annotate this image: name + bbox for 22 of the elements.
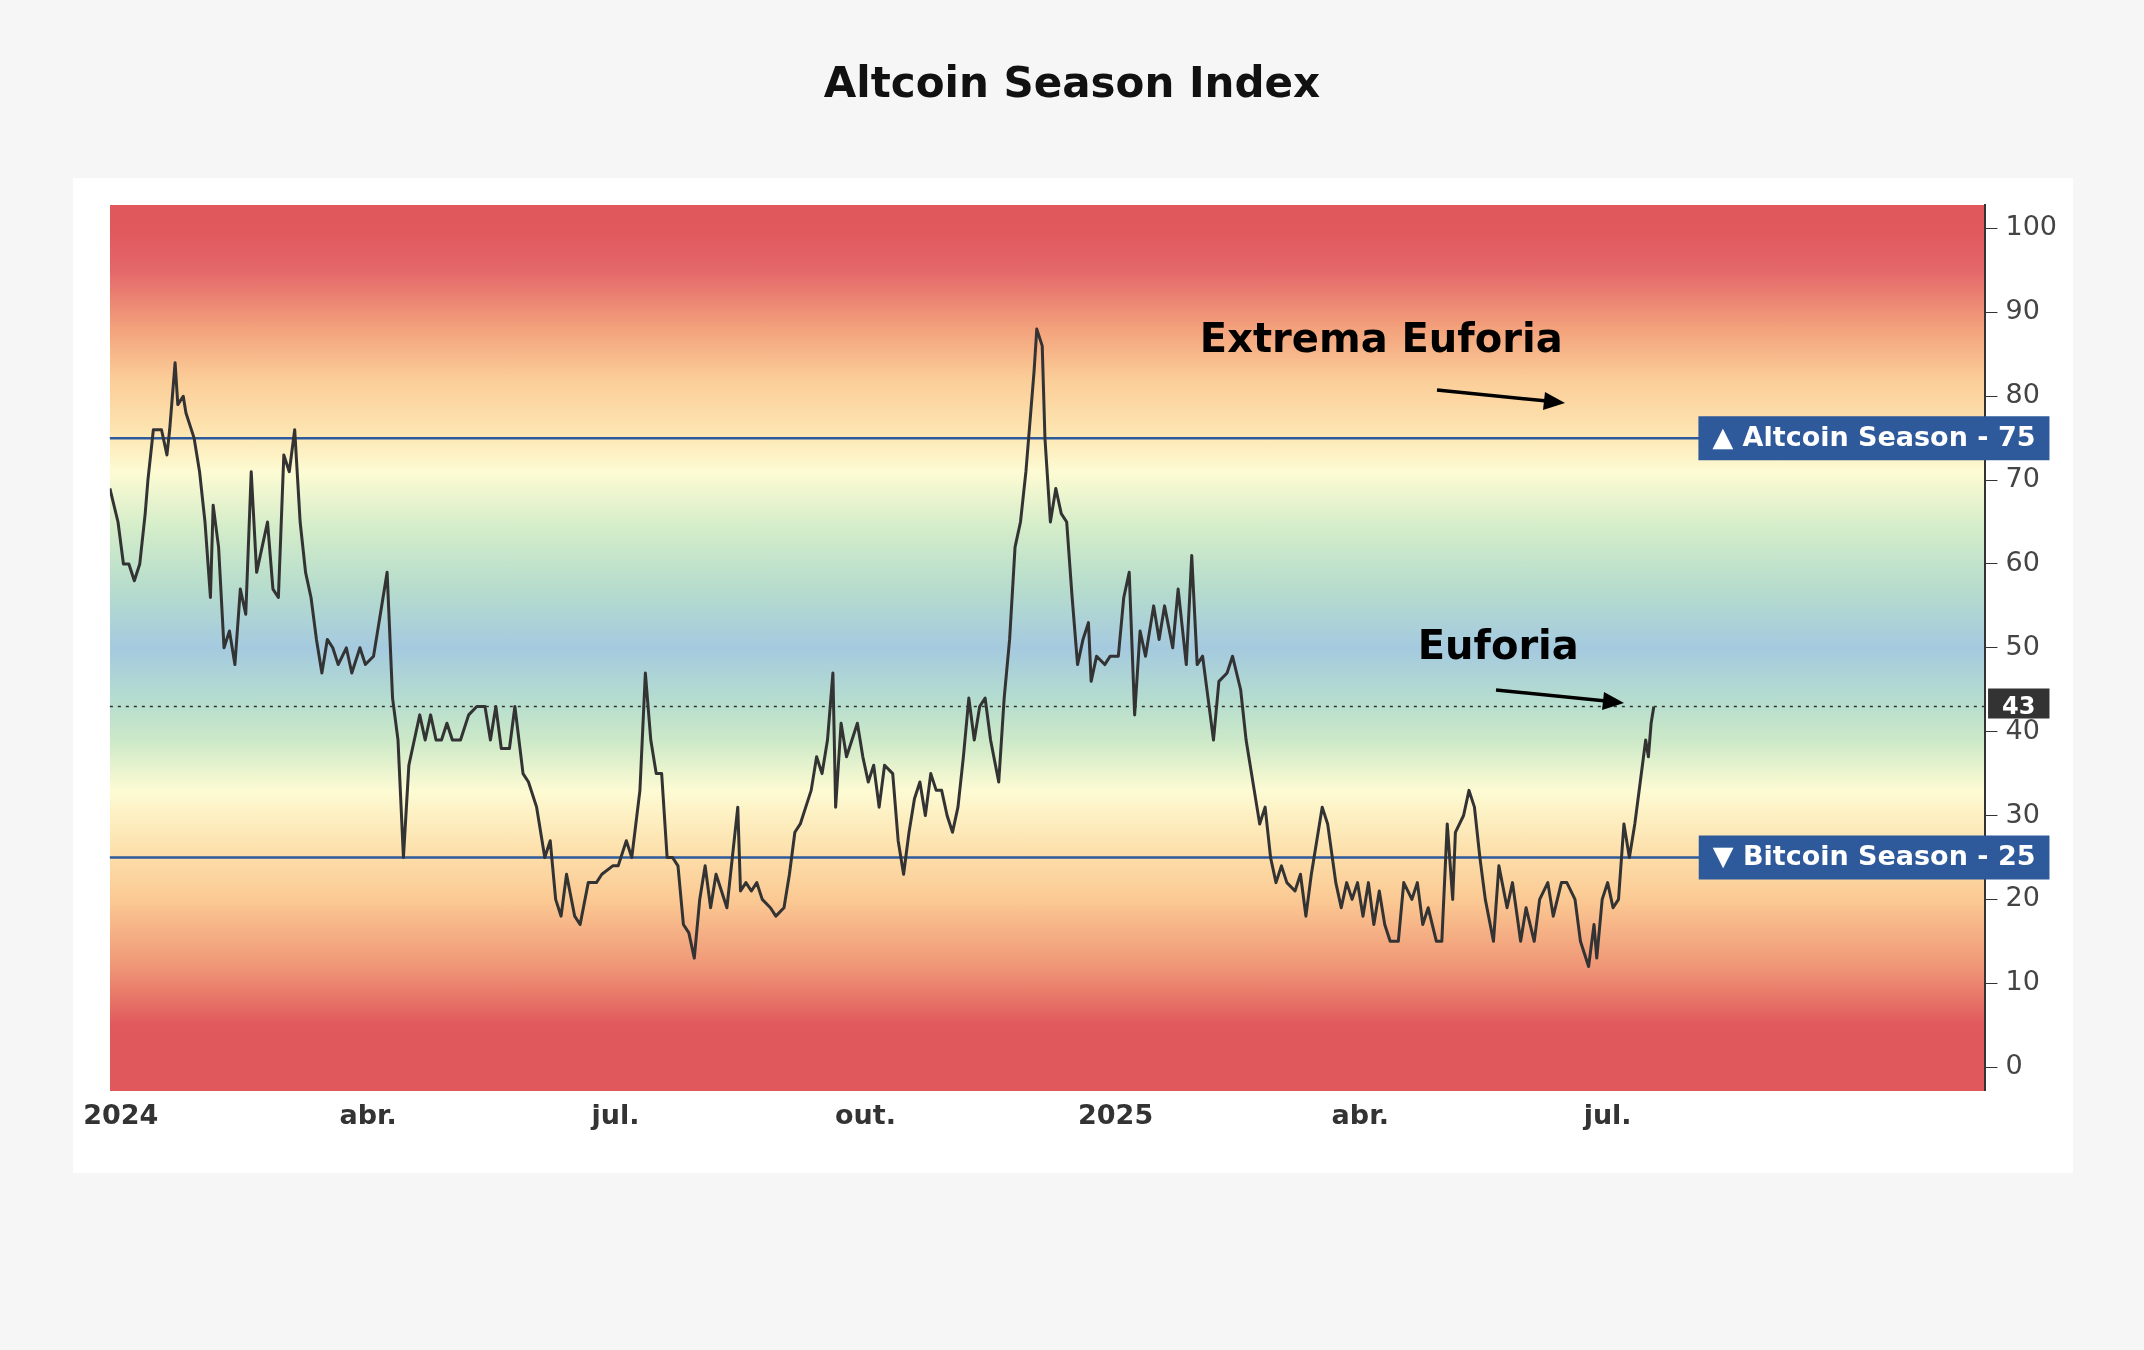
y-tick-label: 30 bbox=[2005, 797, 2040, 829]
y-tick-label: 60 bbox=[2005, 545, 2040, 577]
y-tick-label: 90 bbox=[2005, 294, 2040, 326]
annotation: Extrema Euforia bbox=[1199, 315, 1563, 361]
x-tick-label: jul. bbox=[1582, 1098, 1632, 1130]
x-tick-label: 2025 bbox=[1078, 1098, 1154, 1130]
ref-line-label: ▼ Bitcoin Season - 25 bbox=[1712, 840, 2036, 872]
chart-title: Altcoin Season Index bbox=[822, 58, 1322, 107]
annotation: Euforia bbox=[1417, 621, 1579, 668]
x-tick-label: jul. bbox=[590, 1098, 640, 1130]
x-tick-label: abr. bbox=[1331, 1098, 1389, 1130]
y-tick-label: 100 bbox=[2005, 210, 2058, 242]
y-tick-label: 20 bbox=[2005, 881, 2040, 913]
x-tick-label: out. bbox=[835, 1098, 897, 1130]
x-tick-label: 2024 bbox=[83, 1098, 159, 1130]
ref-line-label: ▲ Altcoin Season - 75 bbox=[1712, 421, 2036, 453]
y-tick-label: 80 bbox=[2005, 378, 2040, 410]
y-tick-label: 0 bbox=[2005, 1049, 2023, 1081]
y-tick-label: 10 bbox=[2005, 965, 2040, 997]
x-tick-label: abr. bbox=[339, 1098, 397, 1130]
y-tick-label: 50 bbox=[2005, 629, 2040, 661]
y-tick-label: 70 bbox=[2005, 462, 2040, 494]
